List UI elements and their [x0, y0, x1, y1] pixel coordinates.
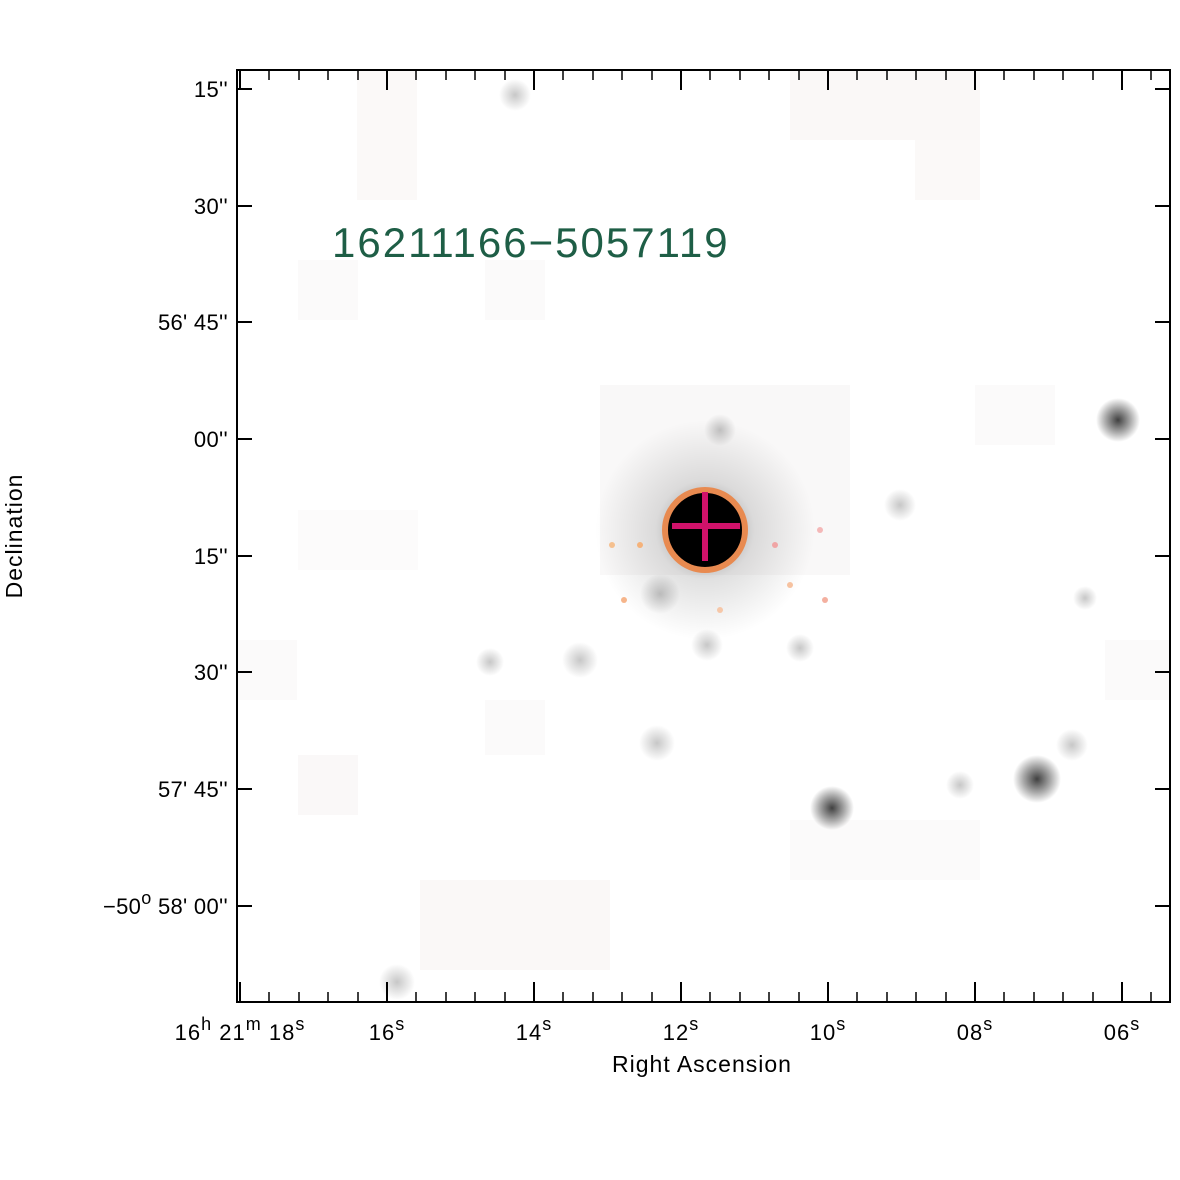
y-tick-label: 00'' — [194, 427, 228, 452]
y-axis-title: Declination — [1, 474, 27, 599]
y-tick-label: −50o 58' 00'' — [103, 888, 228, 919]
star — [562, 642, 598, 678]
star — [1056, 729, 1088, 761]
star — [884, 489, 916, 521]
x-tick-label: 12s — [663, 1014, 699, 1045]
x-tick-label: 06s — [1104, 1014, 1140, 1045]
x-tick-label: 16h 21m 18s — [175, 1014, 306, 1045]
y-tick-label: 30'' — [194, 660, 228, 685]
x-tick-label: 10s — [810, 1014, 846, 1045]
y-tick-label: 30'' — [194, 194, 228, 219]
star — [639, 725, 675, 761]
y-tick-label: 57' 45'' — [158, 777, 228, 802]
x-tick-label: 14s — [516, 1014, 552, 1045]
star — [1073, 586, 1097, 610]
y-tick-labels: 15'' 30'' 56' 45'' 00'' 15'' 30'' 57' 45… — [103, 77, 228, 919]
y-tick-label: 56' 45'' — [158, 310, 228, 335]
star — [1096, 398, 1140, 442]
star — [946, 771, 974, 799]
plot-frame — [236, 69, 1171, 1003]
star — [786, 634, 814, 662]
x-axis-title: Right Ascension — [612, 1051, 792, 1077]
target-circle — [662, 487, 748, 573]
source-id-label: 16211166−5057119 — [332, 219, 730, 266]
star — [499, 79, 531, 111]
star — [1013, 755, 1061, 803]
x-ticks-minor — [268, 70, 1152, 1002]
x-ticks-major — [239, 70, 1123, 1002]
target-marker — [662, 487, 748, 573]
star — [476, 648, 504, 676]
x-tick-label: 08s — [957, 1014, 993, 1045]
y-tick-label: 15'' — [194, 77, 228, 102]
x-tick-labels: 16h 21m 18s 16s 14s 12s 10s 08s 06s — [175, 1014, 1140, 1045]
y-tick-label: 15'' — [194, 544, 228, 569]
sky-image — [237, 70, 1170, 1002]
star — [379, 964, 415, 1000]
y-ticks — [237, 88, 1170, 907]
x-tick-label: 16s — [369, 1014, 405, 1045]
star — [810, 786, 854, 830]
